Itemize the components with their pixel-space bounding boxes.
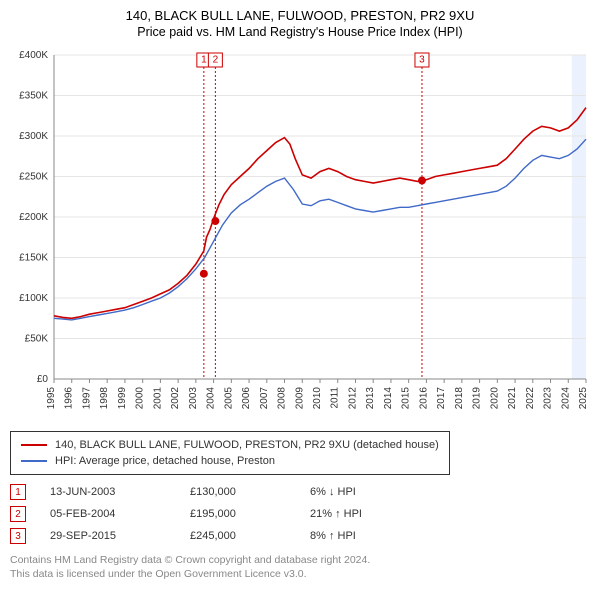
marker-row: 2 05-FEB-2004£195,00021% ↑ HPI: [10, 503, 590, 525]
svg-text:1998: 1998: [99, 387, 110, 410]
footer-attribution: Contains HM Land Registry data © Crown c…: [10, 553, 590, 581]
svg-text:1995: 1995: [46, 387, 57, 410]
footer-line-2: This data is licensed under the Open Gov…: [10, 567, 590, 581]
marker-row: 3 29-SEP-2015£245,0008% ↑ HPI: [10, 525, 590, 547]
svg-text:2013: 2013: [365, 387, 376, 410]
svg-text:1996: 1996: [64, 387, 75, 410]
svg-text:2006: 2006: [241, 387, 252, 410]
svg-text:2004: 2004: [206, 387, 217, 410]
marker-date: 13-JUN-2003: [50, 486, 190, 498]
svg-text:2020: 2020: [489, 387, 500, 410]
svg-text:2003: 2003: [188, 387, 199, 410]
marker-delta: 8% ↑ HPI: [310, 530, 420, 542]
legend-item-hpi: HPI: Average price, detached house, Pres…: [21, 453, 439, 469]
svg-text:2012: 2012: [347, 387, 358, 410]
legend-label-hpi: HPI: Average price, detached house, Pres…: [55, 455, 275, 467]
svg-text:2010: 2010: [312, 387, 323, 410]
marker-price: £245,000: [190, 530, 310, 542]
svg-text:2015: 2015: [401, 387, 412, 410]
svg-text:2014: 2014: [383, 387, 394, 410]
svg-text:£200K: £200K: [19, 212, 48, 223]
legend-label-property: 140, BLACK BULL LANE, FULWOOD, PRESTON, …: [55, 439, 439, 451]
svg-text:2001: 2001: [152, 387, 163, 410]
legend-swatch-red: [21, 444, 47, 446]
chart-title: 140, BLACK BULL LANE, FULWOOD, PRESTON, …: [10, 8, 590, 23]
svg-text:£50K: £50K: [25, 334, 49, 345]
svg-text:2017: 2017: [436, 387, 447, 410]
svg-text:2018: 2018: [454, 387, 465, 410]
footer-line-1: Contains HM Land Registry data © Crown c…: [10, 553, 590, 567]
chart-subtitle: Price paid vs. HM Land Registry's House …: [10, 25, 590, 39]
svg-text:2021: 2021: [507, 387, 518, 410]
svg-text:2022: 2022: [525, 387, 536, 410]
svg-text:£350K: £350K: [19, 91, 48, 102]
legend-item-property: 140, BLACK BULL LANE, FULWOOD, PRESTON, …: [21, 437, 439, 453]
svg-text:£300K: £300K: [19, 131, 48, 142]
marker-number-box: 1: [10, 484, 26, 500]
marker-number-box: 3: [10, 528, 26, 544]
marker-price: £195,000: [190, 508, 310, 520]
svg-text:2011: 2011: [330, 387, 341, 409]
svg-text:2019: 2019: [472, 387, 483, 410]
svg-text:£400K: £400K: [19, 50, 48, 61]
svg-text:2008: 2008: [277, 387, 288, 410]
marker-number-box: 2: [10, 506, 26, 522]
svg-text:2: 2: [213, 55, 219, 66]
marker-row: 1 13-JUN-2003£130,0006% ↓ HPI: [10, 481, 590, 503]
svg-text:£100K: £100K: [19, 293, 48, 304]
svg-text:1997: 1997: [81, 387, 92, 410]
svg-text:£150K: £150K: [19, 253, 48, 264]
svg-text:2005: 2005: [223, 387, 234, 410]
markers-table: 1 13-JUN-2003£130,0006% ↓ HPI 2 05-FEB-2004…: [10, 481, 590, 547]
legend-swatch-blue: [21, 460, 47, 462]
svg-text:£0: £0: [37, 374, 49, 385]
marker-delta: 21% ↑ HPI: [310, 508, 420, 520]
marker-price: £130,000: [190, 486, 310, 498]
svg-text:2016: 2016: [418, 387, 429, 410]
marker-date: 29-SEP-2015: [50, 530, 190, 542]
svg-text:3: 3: [419, 55, 425, 66]
svg-text:2009: 2009: [294, 387, 305, 410]
svg-text:2025: 2025: [578, 387, 589, 410]
svg-text:1: 1: [201, 55, 207, 66]
marker-delta: 6% ↓ HPI: [310, 486, 420, 498]
chart-area: £0 £50K £100K £150K £200K £250K £300K £350K £400…: [10, 47, 590, 427]
svg-text:2024: 2024: [560, 387, 571, 410]
svg-text:£250K: £250K: [19, 172, 48, 183]
svg-text:2007: 2007: [259, 387, 270, 410]
chart-svg: £0 £50K £100K £150K £200K £250K £300K £350K £400…: [10, 47, 590, 427]
svg-text:2002: 2002: [170, 387, 181, 410]
svg-text:2023: 2023: [543, 387, 554, 410]
svg-text:1999: 1999: [117, 387, 128, 410]
marker-date: 05-FEB-2004: [50, 508, 190, 520]
svg-text:2000: 2000: [135, 387, 146, 410]
legend-box: 140, BLACK BULL LANE, FULWOOD, PRESTON, …: [10, 431, 450, 475]
